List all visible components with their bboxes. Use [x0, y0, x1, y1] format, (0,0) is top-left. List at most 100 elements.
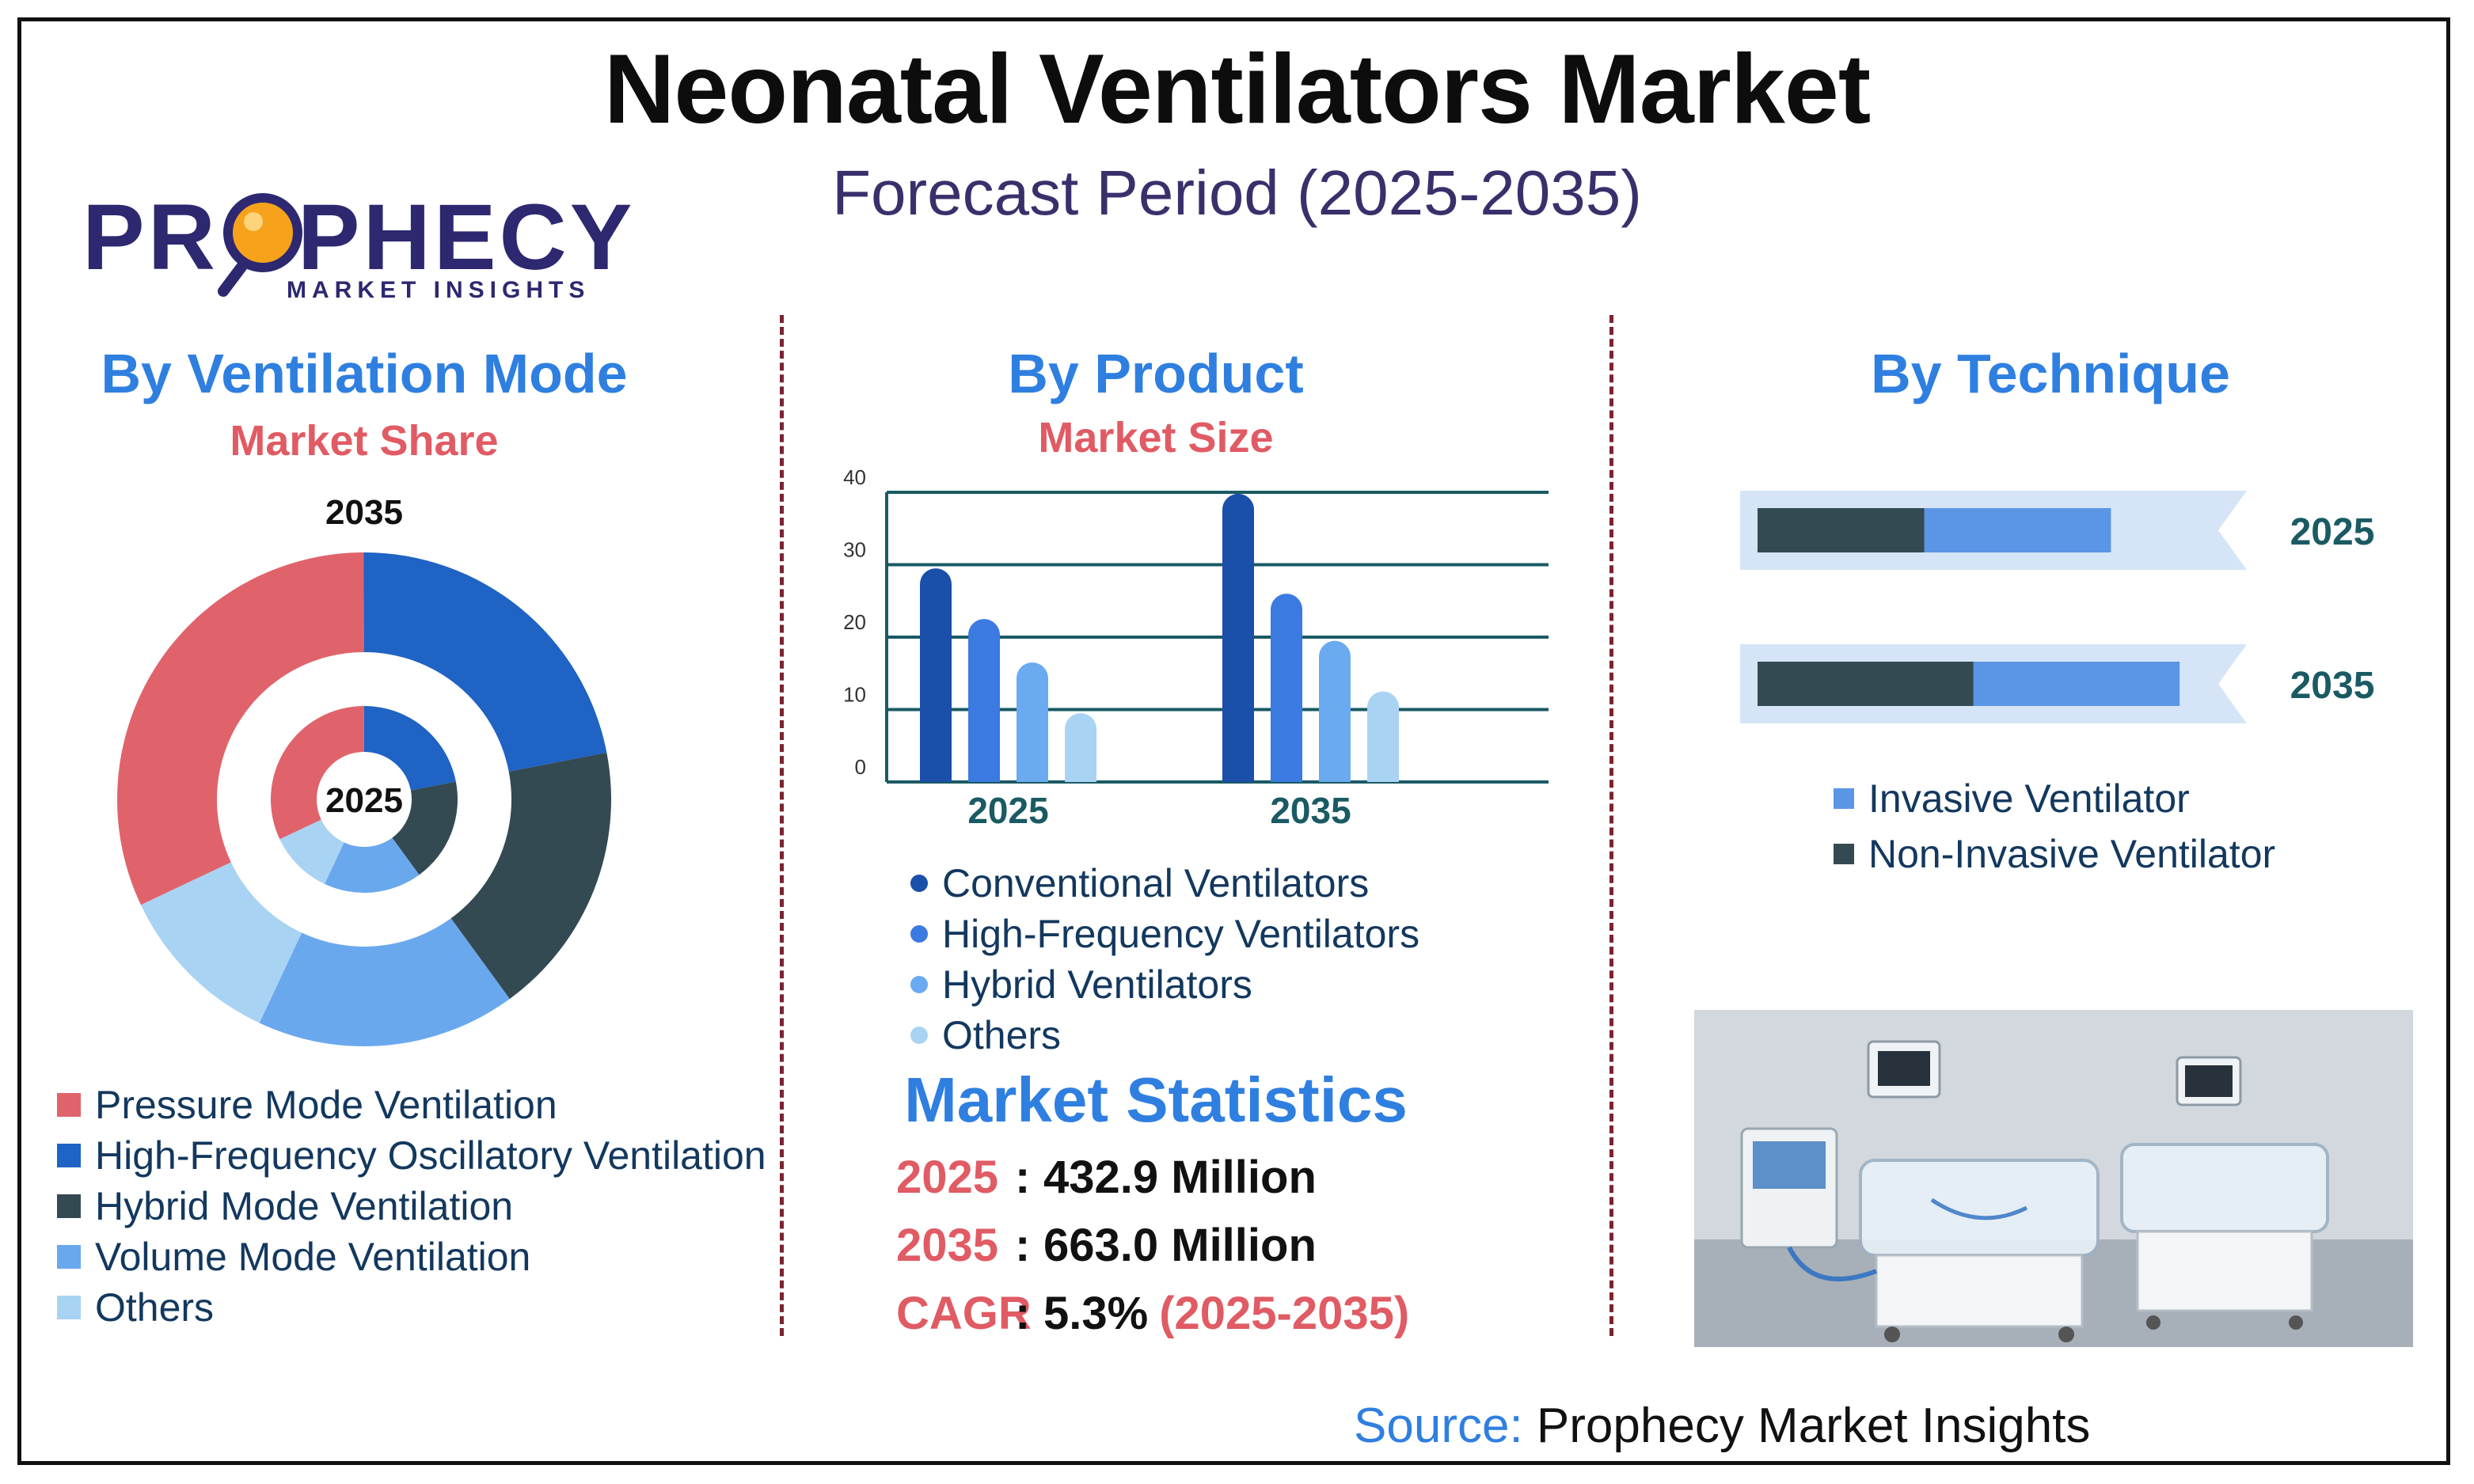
technique-bar-chart: 2025 2035 [1740, 491, 2375, 723]
stat-value: 663.0 Million [1043, 1220, 1317, 1271]
legend-label: Conventional Ventilators [942, 861, 1370, 905]
product-section-title: By Product [1008, 343, 1304, 404]
legend-label: Others [942, 1013, 1062, 1057]
logo-text-end: PHECY [297, 185, 636, 290]
technique-bar-2025-non-invasive-ventilator [1758, 508, 1925, 552]
legend-item-others-vent: Others [910, 1010, 1419, 1061]
legend-swatch [57, 1144, 81, 1167]
donut-slice-hybrid-mode-ventilation [450, 752, 612, 1000]
stat-row-2035: 2035 : 663.0 Million [896, 1219, 1409, 1287]
stat-key: 2035 [896, 1220, 999, 1271]
product-bar-chart: 0 10 20 30 40 2025 2035 [843, 467, 1549, 831]
bar-2035-high-frequency-ventilators [1271, 594, 1302, 782]
legend-swatch [1834, 844, 1854, 864]
legend-item-invasive: Invasive Ventilator [1834, 771, 2275, 826]
bar-2025-high-frequency-ventilators [968, 619, 1000, 782]
bar-2025-conventional-ventilators [920, 568, 952, 782]
y-tick-label: 0 [855, 755, 866, 779]
page-subtitle: Forecast Period (2025-2035) [832, 158, 1642, 228]
legend-item-conventional: Conventional Ventilators [910, 858, 1419, 909]
legend-swatch [57, 1296, 81, 1319]
legend-swatch [57, 1194, 81, 1218]
stat-row-cagr: CAGR : 5.3% (2025-2035) [896, 1287, 1409, 1355]
legend-item-non-invasive: Non-Invasive Ventilator [1834, 826, 2275, 882]
donut-slice-volume-mode-ventilation [324, 837, 420, 893]
donut-slice-volume-mode-ventilation [259, 918, 510, 1046]
bar-2025-others [1065, 713, 1096, 782]
technique-bar-2035-non-invasive-ventilator [1758, 662, 1974, 706]
legend-item-pressure: Pressure Mode Ventilation [57, 1080, 766, 1130]
donut-slice-high-frequency-oscillatory-ventilation [363, 706, 456, 791]
donut-slice-hybrid-mode-ventilation [392, 781, 458, 875]
technique-row-label: 2025 [2290, 511, 2375, 553]
page-title: Neonatal Ventilators Market [603, 35, 1871, 144]
technique-legend: Invasive Ventilator Non-Invasive Ventila… [1834, 771, 2275, 882]
donut-outer-label: 2035 [325, 493, 403, 532]
technique-bar-2035-invasive-ventilator [1973, 662, 2180, 706]
legend-label: Hybrid Ventilators [942, 962, 1252, 1007]
legend-swatch [57, 1245, 81, 1269]
stat-sep: : [1015, 1288, 1031, 1339]
logo-lens-icon [217, 193, 302, 297]
donut-inner-label: 2025 [325, 781, 403, 820]
legend-label: Invasive Ventilator [1868, 776, 2190, 821]
source-text: Prophecy Market Insights [1536, 1399, 2091, 1453]
mode-legend: Pressure Mode Ventilation High-Frequency… [57, 1080, 766, 1333]
technique-bar-2025-invasive-ventilator [1924, 508, 2111, 552]
legend-label: Volume Mode Ventilation [95, 1235, 531, 1279]
legend-label: Others [95, 1285, 215, 1330]
logo-tagline: MARKET INSIGHTS [287, 277, 591, 303]
mode-section-title: By Ventilation Mode [101, 343, 628, 404]
legend-dot [910, 875, 928, 892]
donut-slice-pressure-mode-ventilation [271, 706, 364, 840]
stats-title: Market Statistics [904, 1065, 1408, 1135]
column-divider-left [780, 315, 784, 1336]
product-legend: Conventional Ventilators High-Frequency … [910, 858, 1419, 1061]
bar-2025-hybrid-ventilators [1017, 662, 1048, 782]
technique-row-label: 2035 [2290, 665, 2375, 707]
legend-item-hfov: High-Frequency Oscillatory Ventilation [57, 1130, 766, 1181]
donut-slice-pressure-mode-ventilation [116, 552, 364, 905]
legend-dot [910, 1027, 928, 1044]
legend-label: Pressure Mode Ventilation [95, 1083, 557, 1127]
legend-swatch [1834, 788, 1854, 809]
donut-slice-high-frequency-oscillatory-ventilation [363, 552, 607, 772]
bar-2035-hybrid-ventilators [1319, 640, 1351, 782]
product-section-subtitle: Market Size [1038, 414, 1274, 461]
mode-section-subtitle: Market Share [230, 417, 499, 465]
x-tick-label: 2035 [1270, 790, 1351, 831]
nicu-photo [1694, 1010, 2413, 1347]
legend-item-hybrid-vent: Hybrid Ventilators [910, 959, 1419, 1010]
infographic-frame [17, 17, 2450, 1465]
stat-sep: : [1015, 1220, 1031, 1271]
legend-item-high-frequency: High-Frequency Ventilators [910, 909, 1419, 959]
stat-value: 5.3% [1043, 1288, 1149, 1339]
column-divider-right [1609, 315, 1613, 1336]
source-credit: Source: Prophecy Market Insights [1354, 1398, 2090, 1454]
x-tick-label: 2025 [967, 790, 1048, 831]
legend-item-volume: Volume Mode Ventilation [57, 1232, 766, 1282]
source-label: Source: [1354, 1399, 1523, 1453]
legend-label: Hybrid Mode Ventilation [95, 1184, 514, 1228]
stat-key: CAGR [896, 1288, 1032, 1339]
legend-swatch [57, 1093, 81, 1117]
legend-dot [910, 925, 928, 943]
legend-label: High-Frequency Ventilators [942, 912, 1420, 956]
stat-row-2025: 2025 : 432.9 Million [896, 1151, 1409, 1219]
legend-label: High-Frequency Oscillatory Ventilation [95, 1133, 766, 1178]
stat-value: 432.9 Million [1043, 1152, 1317, 1203]
y-tick-label: 30 [843, 538, 866, 562]
brand-logo: PR PHECY [82, 184, 636, 297]
legend-item-hybrid: Hybrid Mode Ventilation [57, 1181, 766, 1232]
stat-extra: (2025-2035) [1159, 1288, 1410, 1339]
donut-slice-others [140, 862, 302, 1023]
technique-section-title: By Technique [1871, 343, 2230, 404]
mode-donut-chart: 2035 2025 [116, 493, 612, 1046]
legend-item-others: Others [57, 1282, 766, 1333]
bar-2035-conventional-ventilators [1222, 493, 1254, 782]
legend-label: Non-Invasive Ventilator [1868, 832, 2276, 876]
y-tick-label: 10 [843, 683, 866, 707]
donut-slice-others [279, 819, 344, 884]
stats-table: 2025 : 432.9 Million 2035 : 663.0 Millio… [896, 1151, 1409, 1355]
logo-text-start: PR [82, 185, 219, 290]
